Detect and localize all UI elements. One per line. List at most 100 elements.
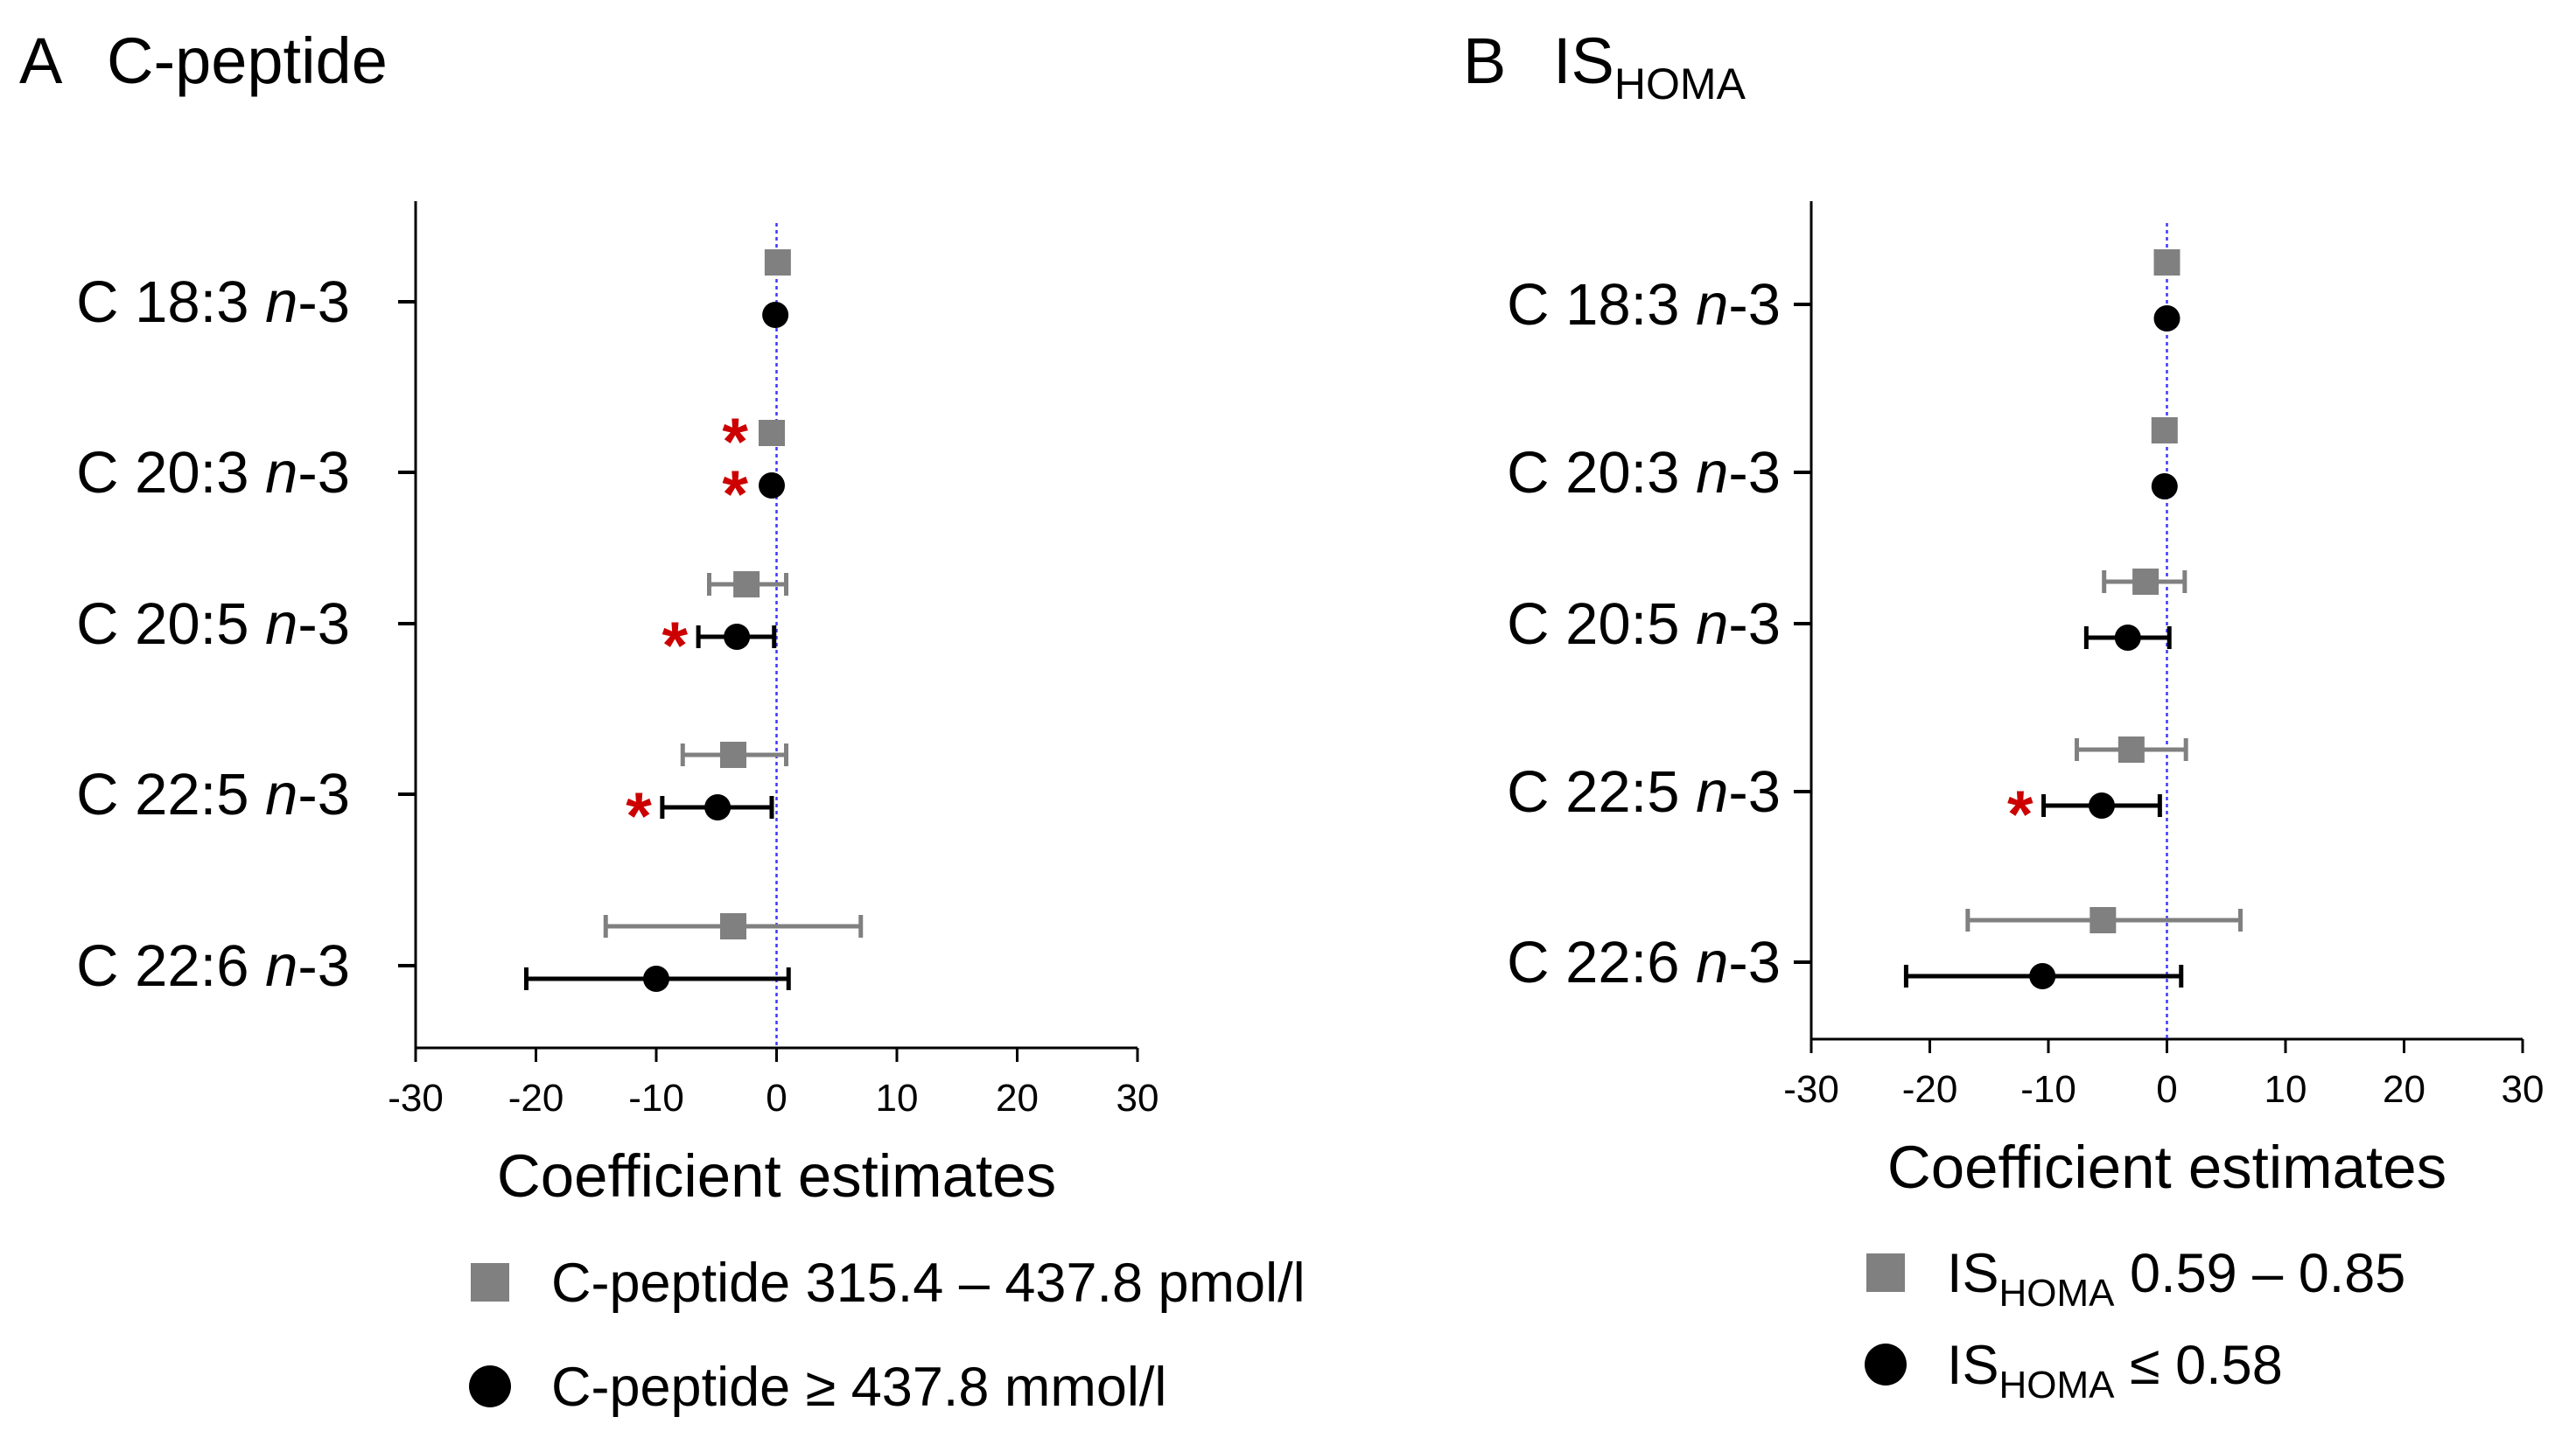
- row-label-italic: n: [265, 591, 298, 657]
- row-label-prefix: C 18:3: [76, 269, 265, 335]
- point-circle: [704, 794, 732, 820]
- x-tick-label: -20: [508, 1077, 564, 1120]
- row-label-italic: n: [1696, 272, 1728, 338]
- point-square: [759, 420, 785, 446]
- row-label-italic: n: [1696, 759, 1728, 825]
- x-tick-label: 30: [2502, 1068, 2544, 1111]
- row-label-suffix: -3: [1728, 272, 1781, 338]
- legend-label-main: IS: [1947, 1243, 1999, 1304]
- significance-star: *: [662, 609, 689, 683]
- x-tick-label: 20: [996, 1077, 1039, 1120]
- row-label: C 20:3 n-3: [1507, 440, 1781, 506]
- x-tick-label: 20: [2383, 1068, 2426, 1111]
- row-label-suffix: -3: [298, 762, 350, 827]
- row-label-prefix: C 18:3: [1507, 272, 1696, 338]
- row-label-suffix: -3: [298, 440, 350, 506]
- point-circle: [2114, 625, 2141, 651]
- point-square: [2151, 417, 2178, 443]
- panel-title-subscript: HOMA: [1614, 59, 1746, 108]
- legend-label: C-peptide 315.4 – 437.8 pmol/l: [551, 1253, 1306, 1314]
- row-label-italic: n: [1696, 930, 1728, 995]
- row-label-suffix: -3: [298, 933, 350, 999]
- row-label-prefix: C 22:6: [76, 933, 265, 999]
- panel-title-main: IS: [1553, 24, 1614, 97]
- x-tick-label: 10: [876, 1077, 919, 1120]
- x-axis-title: Coefficient estimates: [497, 1142, 1056, 1210]
- row-label: C 22:5 n-3: [1507, 759, 1781, 825]
- row-label: C 20:5 n-3: [76, 591, 350, 657]
- x-tick-label: -10: [628, 1077, 684, 1120]
- legend-label: ISHOMA ≤ 0.58: [1947, 1335, 2283, 1407]
- row-label-prefix: C 22:6: [1507, 930, 1696, 995]
- legend-label: C-peptide ≥ 437.8 mmol/l: [551, 1357, 1166, 1418]
- panel-title: ISHOMA: [1553, 24, 1746, 108]
- row-label: C 18:3 n-3: [1507, 272, 1781, 338]
- x-tick-label: 30: [1116, 1077, 1159, 1120]
- point-square: [720, 913, 746, 939]
- point-circle: [2029, 963, 2056, 989]
- point-circle: [724, 624, 751, 650]
- panel-a: A C-peptide -30 -20 -10 0 10 20 30 Coefficient es…: [19, 24, 1306, 1418]
- row-label: C 22:6 n-3: [76, 933, 350, 999]
- x-tick-label: 0: [2156, 1068, 2177, 1111]
- legend-label-subscript: HOMA: [1999, 1364, 2116, 1407]
- row-label-italic: n: [265, 762, 298, 827]
- point-square: [2118, 736, 2145, 763]
- legend-label-main: C-peptide 315.4 – 437.8 pmol/l: [551, 1253, 1306, 1314]
- row-label-prefix: C 20:5: [76, 591, 265, 657]
- row-label-italic: n: [1696, 440, 1728, 506]
- row-label-italic: n: [265, 269, 298, 335]
- significance-star: *: [2007, 778, 2034, 852]
- row-label-suffix: -3: [298, 269, 350, 335]
- row-label-suffix: -3: [1728, 930, 1781, 995]
- row-label-suffix: -3: [298, 591, 350, 657]
- row-label-suffix: -3: [1728, 759, 1781, 825]
- point-circle: [2151, 473, 2178, 499]
- x-tick-label: 10: [2264, 1068, 2307, 1111]
- legend-label-main: IS: [1947, 1335, 1999, 1396]
- legend-label-main: C-peptide ≥ 437.8 mmol/l: [551, 1357, 1166, 1418]
- row-label: C 20:3 n-3: [76, 440, 350, 506]
- legend-label-subscript: HOMA: [1999, 1272, 2116, 1315]
- x-tick-label: -30: [388, 1077, 444, 1120]
- row-label-suffix: -3: [1728, 591, 1781, 657]
- point-square: [720, 742, 746, 768]
- point-square: [2090, 907, 2117, 933]
- x-axis-title: Coefficient estimates: [1887, 1134, 2446, 1201]
- panel-letter: B: [1463, 24, 1506, 97]
- significance-star: *: [722, 405, 748, 479]
- row-label-prefix: C 20:3: [1507, 440, 1696, 506]
- row-label-suffix: -3: [1728, 440, 1781, 506]
- row-label: C 22:5 n-3: [76, 762, 350, 827]
- point-circle: [643, 966, 669, 992]
- row-label-italic: n: [265, 933, 298, 999]
- significance-star: *: [722, 457, 748, 532]
- legend-label-tail: 0.59 – 0.85: [2115, 1243, 2406, 1304]
- row-label-prefix: C 22:5: [76, 762, 265, 827]
- row-label-prefix: C 20:3: [76, 440, 265, 506]
- point-square: [733, 571, 760, 597]
- legend-square-marker: [471, 1263, 509, 1302]
- row-label: C 20:5 n-3: [1507, 591, 1781, 657]
- x-tick-label: -10: [2020, 1068, 2076, 1111]
- point-square: [2132, 569, 2160, 595]
- legend-circle-marker: [469, 1365, 511, 1407]
- row-label: C 18:3 n-3: [76, 269, 350, 335]
- legend-label-tail: ≤ 0.58: [2115, 1335, 2283, 1396]
- point-circle: [759, 472, 785, 499]
- row-label-prefix: C 20:5: [1507, 591, 1696, 657]
- significance-star: *: [626, 779, 652, 854]
- point-circle: [762, 302, 789, 328]
- legend-circle-marker: [1865, 1344, 1907, 1386]
- row-label-prefix: C 22:5: [1507, 759, 1696, 825]
- point-circle: [2088, 792, 2115, 819]
- legend-label: ISHOMA 0.59 – 0.85: [1947, 1243, 2405, 1315]
- x-tick-label: -30: [1783, 1068, 1839, 1111]
- point-square: [764, 249, 791, 276]
- row-label-italic: n: [265, 440, 298, 506]
- panel-letter: A: [19, 24, 63, 97]
- panel-title: C-peptide: [107, 24, 388, 97]
- point-circle: [2153, 305, 2180, 332]
